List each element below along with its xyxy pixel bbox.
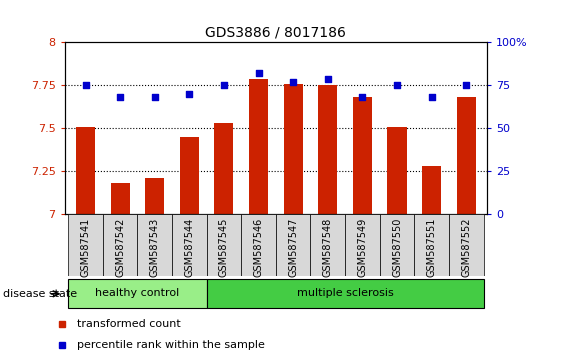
Text: GSM587549: GSM587549 [358,217,368,276]
Bar [310,214,345,276]
Text: GSM587552: GSM587552 [461,217,471,277]
Bar [207,279,484,308]
Title: GDS3886 / 8017186: GDS3886 / 8017186 [205,26,346,40]
Bar [68,214,103,276]
Bar [457,97,476,214]
Point [115,95,124,100]
Bar [249,79,268,214]
Point [358,95,367,100]
Bar [215,123,234,214]
Point [81,82,90,88]
Bar [379,214,414,276]
Bar [414,214,449,276]
Text: GSM587544: GSM587544 [184,217,194,276]
Bar [68,279,207,308]
Text: disease state: disease state [3,289,77,299]
Bar [353,97,372,214]
Text: GSM587545: GSM587545 [219,217,229,276]
Bar [318,85,337,214]
Bar [145,178,164,214]
Text: GSM587548: GSM587548 [323,217,333,276]
Bar [103,214,137,276]
Bar [242,214,276,276]
Text: GSM587551: GSM587551 [427,217,437,276]
Point [220,82,229,88]
Text: GSM587546: GSM587546 [253,217,263,276]
Point [392,82,401,88]
Point [462,82,471,88]
Text: GSM587543: GSM587543 [150,217,160,276]
Text: transformed count: transformed count [77,319,181,329]
Point [323,76,332,81]
Bar [110,183,129,214]
Text: healthy control: healthy control [95,288,180,298]
Point [427,95,436,100]
Bar [387,127,406,214]
Text: GSM587550: GSM587550 [392,217,402,276]
Text: percentile rank within the sample: percentile rank within the sample [77,340,265,350]
Bar [449,214,484,276]
Point [289,79,298,85]
Bar [422,166,441,214]
Point [150,95,159,100]
Bar [76,127,95,214]
Text: GSM587542: GSM587542 [115,217,125,276]
Bar [284,84,303,214]
Bar [137,214,172,276]
Bar [172,214,207,276]
Text: GSM587547: GSM587547 [288,217,298,276]
Point [254,70,263,76]
Text: GSM587541: GSM587541 [81,217,91,276]
Bar [276,214,310,276]
Bar [180,137,199,214]
Text: multiple sclerosis: multiple sclerosis [297,288,394,298]
Bar [207,214,242,276]
Point [185,91,194,97]
Bar [345,214,379,276]
